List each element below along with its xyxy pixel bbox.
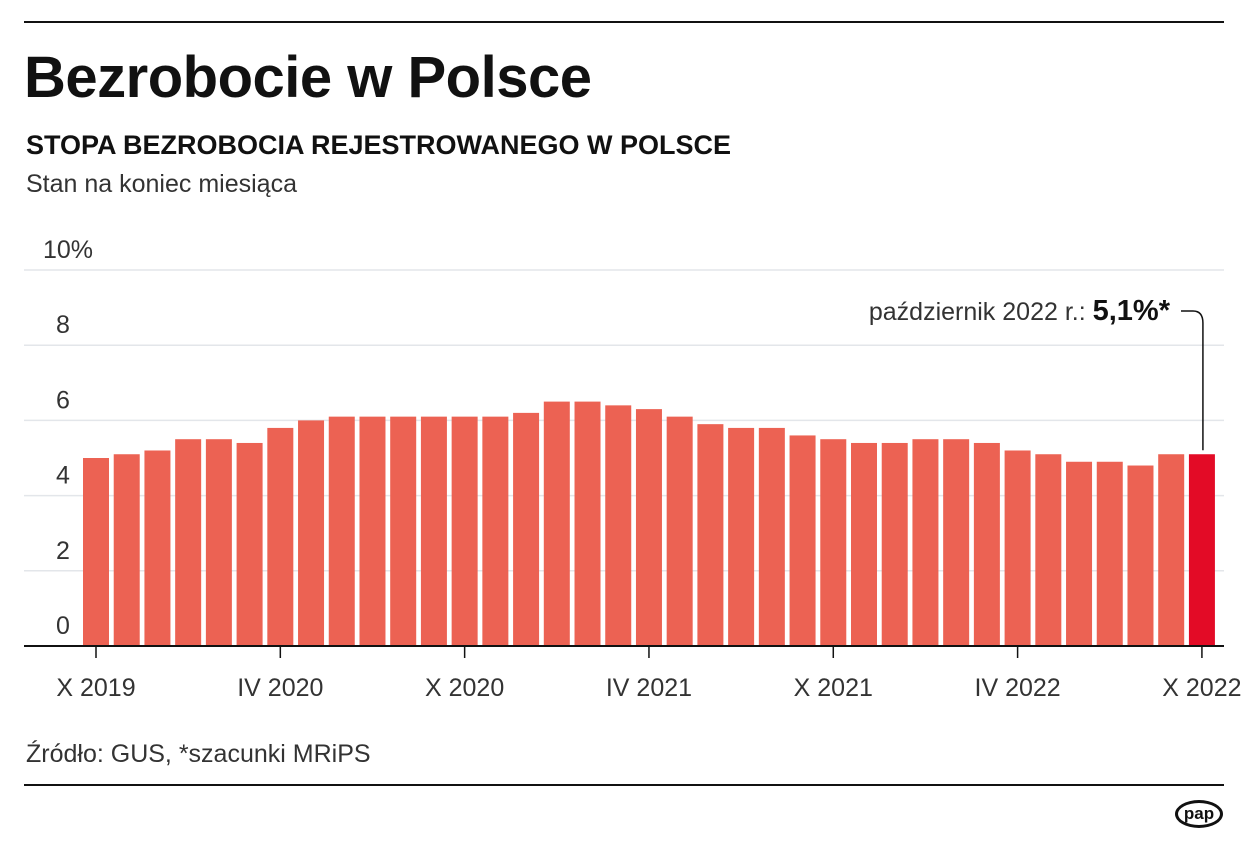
bar xyxy=(1096,461,1123,646)
bar xyxy=(912,439,939,646)
annotation-value: 5,1%* xyxy=(1093,295,1171,327)
bar xyxy=(820,439,847,646)
chart-subtitle: STOPA BEZROBOCIA REJESTROWANEGO W POLSCE xyxy=(26,130,732,160)
bar xyxy=(298,420,325,646)
x-tick-label: X 2022 xyxy=(1162,674,1241,702)
y-tick-label: 6 xyxy=(56,386,70,414)
x-tick-label: IV 2022 xyxy=(975,674,1061,702)
bar xyxy=(1066,461,1093,646)
bar xyxy=(728,427,755,646)
bar xyxy=(758,427,785,646)
chart-note: Stan na koniec miesiąca xyxy=(26,170,297,198)
bar xyxy=(236,442,263,646)
bar xyxy=(1158,454,1185,646)
bar xyxy=(83,458,109,646)
x-tick-label: X 2019 xyxy=(56,674,135,702)
bar xyxy=(267,427,294,646)
y-tick-label: 4 xyxy=(56,462,70,490)
annotation-leader-line xyxy=(1181,310,1204,451)
bar xyxy=(973,442,1000,646)
y-tick-label: 0 xyxy=(56,612,70,640)
bar xyxy=(420,416,447,646)
annotation-label: październik 2022 r.: 5,1%* xyxy=(869,295,1171,327)
bar xyxy=(513,412,540,646)
bar xyxy=(789,435,816,646)
bar xyxy=(205,439,232,646)
bar xyxy=(881,442,908,646)
bar xyxy=(390,416,417,646)
x-tick-label: IV 2021 xyxy=(606,674,692,702)
pap-logo: pap xyxy=(1175,800,1223,828)
bar xyxy=(359,416,386,646)
bar xyxy=(328,416,355,646)
bar xyxy=(635,409,662,646)
y-tick-label: 2 xyxy=(56,537,70,565)
source-note: Źródło: GUS, *szacunki MRiPS xyxy=(26,740,371,768)
bar xyxy=(144,450,171,646)
bar xyxy=(451,416,478,646)
bar xyxy=(851,442,877,646)
bottom-rule xyxy=(24,784,1224,786)
bar xyxy=(175,439,202,646)
bar xyxy=(113,454,140,646)
bar xyxy=(482,416,509,646)
chart-title: Bezrobocie w Polsce xyxy=(24,45,592,110)
bar xyxy=(1004,450,1031,646)
bar xyxy=(574,401,601,646)
annotation-text: październik 2022 r.: xyxy=(869,298,1093,326)
bar xyxy=(1188,454,1215,646)
bar xyxy=(697,424,724,646)
bar xyxy=(1035,454,1062,646)
bar xyxy=(666,416,693,646)
top-rule xyxy=(24,21,1224,23)
y-tick-label: 8 xyxy=(56,311,70,339)
x-tick-label: X 2021 xyxy=(794,674,873,702)
x-tick-label: IV 2020 xyxy=(237,674,323,702)
logo-text: pap xyxy=(1183,804,1215,823)
bar xyxy=(605,405,632,646)
y-tick-label: 10% xyxy=(43,236,93,264)
bar xyxy=(943,439,970,646)
bar xyxy=(1127,465,1154,646)
x-tick-label: X 2020 xyxy=(425,674,504,702)
bar xyxy=(543,401,570,646)
